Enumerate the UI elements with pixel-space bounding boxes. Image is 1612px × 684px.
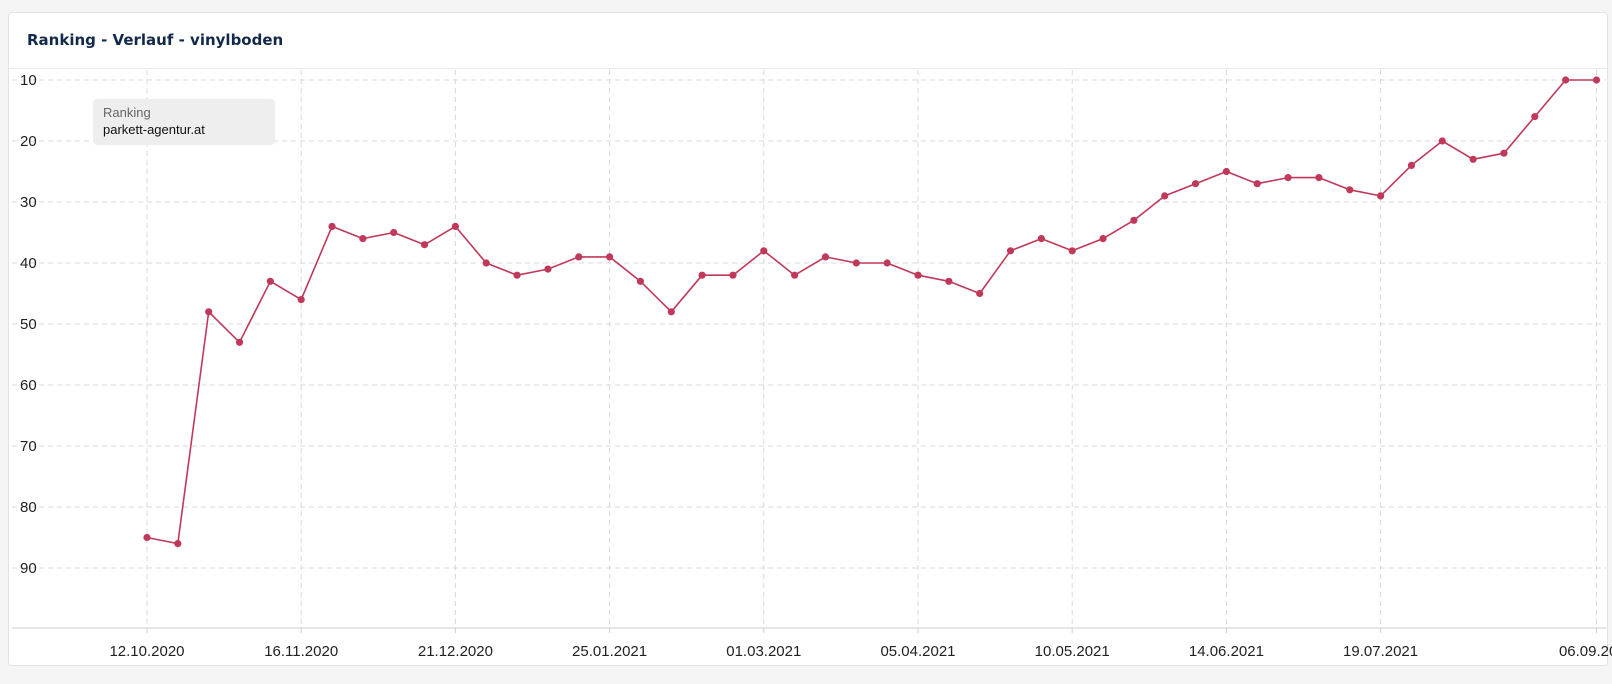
data-point (883, 259, 891, 267)
data-point (390, 228, 398, 237)
y-tick-label: 70 (20, 438, 37, 455)
data-point (1500, 149, 1508, 157)
data-point (1315, 174, 1323, 182)
data-point (1161, 192, 1169, 200)
x-tick-label: 10.05.2021 (1035, 643, 1110, 660)
x-tick-label: 06.09.2021 (1559, 643, 1612, 660)
data-point (1592, 76, 1601, 84)
data-point (760, 247, 768, 255)
y-tick-label: 90 (20, 560, 37, 577)
x-tick-label: 19.07.2021 (1343, 643, 1418, 660)
data-point (1253, 180, 1261, 188)
data-point (1562, 76, 1570, 84)
data-point (544, 265, 552, 273)
series-line (146, 79, 1597, 545)
y-tick-label: 20 (20, 133, 37, 150)
data-point (266, 277, 274, 285)
data-point (1130, 216, 1138, 224)
data-point (235, 338, 244, 346)
y-tick-label: 60 (20, 377, 37, 394)
data-point (1006, 247, 1015, 255)
data-point (482, 259, 490, 267)
data-point (1438, 137, 1446, 145)
data-point (1068, 247, 1076, 255)
chart-legend: Ranking parkett-agentur.at (93, 99, 275, 145)
data-point (791, 271, 799, 279)
data-point (821, 253, 830, 261)
data-point (359, 235, 367, 243)
y-tick-label: 10 (20, 72, 37, 89)
data-point (976, 289, 984, 298)
data-point (143, 533, 151, 542)
data-point (575, 253, 583, 261)
data-point (1284, 174, 1292, 182)
x-tick-label: 01.03.2021 (726, 643, 801, 660)
x-tick-label: 12.10.2020 (109, 643, 184, 660)
data-point (667, 308, 675, 316)
data-point (1099, 235, 1107, 243)
data-point (1222, 167, 1230, 176)
x-tick-label: 14.06.2021 (1189, 643, 1264, 660)
data-point (636, 277, 645, 285)
x-tick-label: 05.04.2021 (880, 643, 955, 660)
y-tick-label: 40 (20, 255, 37, 272)
data-point (1407, 161, 1416, 169)
card-header: Ranking - Verlauf - vinylboden (9, 13, 1607, 69)
data-point (1346, 186, 1354, 194)
y-tick-label: 50 (20, 316, 37, 333)
data-point (513, 271, 521, 279)
x-tick-label: 16.11.2020 (264, 643, 338, 660)
data-point (852, 259, 860, 267)
data-point (914, 271, 922, 279)
data-point (205, 308, 213, 316)
y-tick-label: 80 (20, 499, 37, 516)
data-point (1531, 113, 1539, 121)
data-point (1191, 180, 1200, 188)
data-point (451, 222, 459, 230)
data-point (606, 253, 614, 261)
data-point (1469, 155, 1477, 163)
data-point (729, 271, 737, 279)
data-point (297, 296, 305, 304)
data-point (698, 271, 706, 279)
data-point (420, 241, 429, 249)
data-point (1037, 235, 1045, 243)
legend-title: Ranking (103, 105, 151, 120)
y-tick-label: 30 (20, 194, 37, 211)
data-point (945, 277, 953, 285)
data-point (1377, 192, 1385, 200)
x-tick-label: 21.12.2020 (418, 643, 493, 660)
legend-series-name: parkett-agentur.at (103, 122, 205, 137)
x-tick-label: 25.01.2021 (572, 643, 647, 660)
chart-title: Ranking - Verlauf - vinylboden (27, 31, 284, 49)
data-point (328, 222, 336, 230)
data-point (174, 540, 182, 548)
